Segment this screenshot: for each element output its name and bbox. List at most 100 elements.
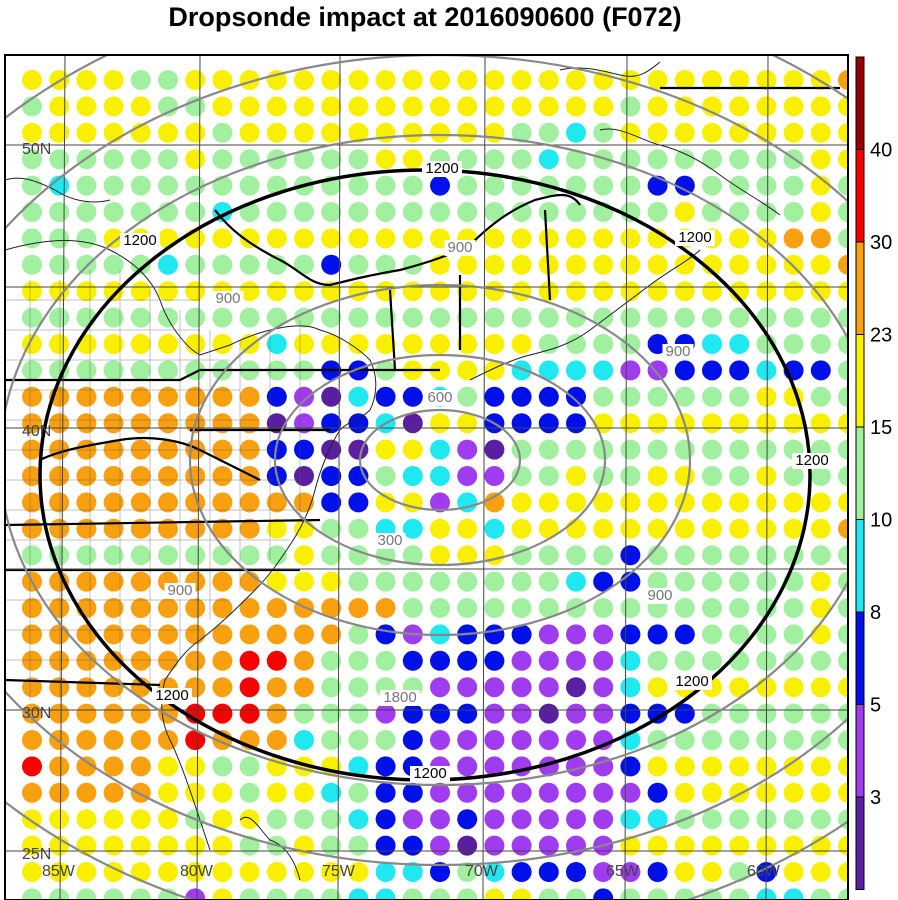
impact-dot-10to15 — [321, 518, 342, 539]
impact-dot-10to15 — [783, 202, 804, 222]
impact-dot-10to15 — [76, 360, 97, 381]
black-contour-label-1200-bg — [672, 674, 712, 690]
impact-dot-23to30 — [22, 439, 42, 460]
impact-dot-15to23 — [212, 228, 233, 249]
impact-dot-30to40 — [185, 730, 206, 750]
impact-dot-23to30 — [212, 650, 233, 671]
impact-dot-15to23 — [783, 122, 804, 143]
impact-dot-10to15 — [838, 545, 848, 566]
impact-dot-3to5 — [511, 730, 532, 750]
impact-dot-5to8 — [511, 624, 532, 645]
impact-dot-15to23 — [484, 228, 505, 249]
impact-dot-15to23 — [185, 149, 206, 170]
impact-dot-23to30 — [22, 624, 42, 645]
impact-dot-10to15 — [375, 571, 396, 592]
impact-dot-3to5 — [484, 466, 505, 486]
impact-dot-15to23 — [511, 888, 532, 900]
impact-dot-10to15 — [702, 386, 722, 407]
impact-dot-10to15 — [838, 307, 848, 328]
impact-dot-15to23 — [838, 782, 848, 803]
impact-dot-15to23 — [783, 862, 804, 882]
impact-dot-10to15 — [158, 70, 178, 90]
impact-dot-3to5 — [538, 624, 559, 645]
impact-dot-23to30 — [212, 571, 233, 592]
impact-dot-5to8 — [511, 386, 532, 407]
impact-dot-15to23 — [756, 254, 777, 275]
impact-dot-5to8 — [402, 650, 423, 671]
impact-dot-23to30 — [239, 439, 260, 460]
impact-dot-10to15 — [729, 386, 750, 407]
colorbar-swatch-c10 — [855, 519, 865, 613]
impact-dot-10to15 — [239, 756, 260, 777]
impact-dot-23to30 — [348, 598, 369, 618]
impact-dot-15to23 — [702, 96, 722, 117]
gray-contour-label-900-bg — [212, 291, 244, 307]
impact-dot-3to5 — [593, 703, 614, 724]
impact-dot-15to23 — [783, 492, 804, 513]
impact-dot-15to23 — [674, 756, 695, 777]
impact-dot-15to23 — [484, 281, 505, 302]
colorbar-label-8: 8 — [870, 602, 881, 624]
impact-dot-15to23 — [538, 96, 559, 117]
impact-dot-23to30 — [103, 782, 124, 803]
impact-dot-23to30 — [49, 782, 70, 803]
impact-dot-23to30 — [49, 703, 70, 724]
impact-dot-5to8 — [593, 888, 614, 900]
impact-dot-10to15 — [702, 650, 722, 671]
colorbar-label-15: 15 — [870, 417, 892, 439]
impact-dot-15to23 — [783, 782, 804, 803]
impact-dot-15to23 — [239, 281, 260, 302]
impact-dot-3to5 — [430, 677, 450, 698]
gray-contour-label-900: 900 — [647, 587, 672, 604]
impact-dot-5to8 — [566, 862, 586, 882]
impact-dot-10to15 — [729, 466, 750, 486]
impact-dot-5to8 — [674, 175, 695, 196]
impact-dot-15to23 — [130, 334, 151, 354]
impact-dot-15to23 — [212, 888, 233, 900]
impact-dot-10to15 — [103, 175, 124, 196]
impact-dot-10to15 — [239, 307, 260, 328]
impact-dot-10to15 — [348, 703, 369, 724]
impact-dot-15to23 — [430, 96, 450, 117]
impact-dot-23to30 — [294, 650, 314, 671]
impact-dot-10to15 — [674, 730, 695, 750]
impact-dot-15to23 — [457, 96, 478, 117]
impact-dot-15to23 — [484, 70, 505, 90]
impact-dot-10to15 — [810, 650, 831, 671]
impact-dot-15to23 — [674, 70, 695, 90]
impact-dot-3to5 — [538, 677, 559, 698]
impact-dot-23to30 — [158, 624, 178, 645]
impact-dot-15to23 — [511, 334, 532, 354]
impact-dot-15to23 — [49, 809, 70, 830]
impact-dot-10to15 — [620, 96, 641, 117]
impact-dot-23to30 — [49, 598, 70, 618]
impact-dot-23to30 — [158, 386, 178, 407]
impact-dot-15to23 — [566, 466, 586, 486]
impact-dot-3to5 — [294, 386, 314, 407]
impact-dot-23to30 — [22, 730, 42, 750]
impact-dot-15to23 — [402, 228, 423, 249]
impact-dot-5to8 — [266, 386, 287, 407]
gray-contour-label-900-bg — [164, 583, 196, 599]
colorbar-swatch-c5 — [855, 704, 865, 798]
impact-dot-15to23 — [158, 334, 178, 354]
impact-dot-3to5 — [484, 703, 505, 724]
impact-dot-15to23 — [212, 782, 233, 803]
impact-dot-10to15 — [348, 782, 369, 803]
impact-dot-8to10 — [430, 466, 450, 486]
impact-dot-10to15 — [402, 598, 423, 618]
impact-dot-3to5 — [402, 809, 423, 830]
impact-dot-10to15 — [783, 175, 804, 196]
impact-dot-10to15 — [321, 545, 342, 566]
lon-label-70w: 70W — [465, 863, 499, 880]
impact-dot-23to30 — [266, 730, 287, 750]
impact-dot-8to10 — [158, 254, 178, 275]
impact-dot-3to5 — [593, 862, 614, 882]
impact-dot-10to15 — [810, 809, 831, 830]
impact-dot-10to15 — [212, 122, 233, 143]
impact-dot-5to8 — [375, 386, 396, 407]
impact-dot-10to15 — [810, 703, 831, 724]
impact-dot-10to15 — [702, 730, 722, 750]
impact-dot-10to15 — [729, 888, 750, 900]
impact-dot-23to30 — [158, 598, 178, 618]
